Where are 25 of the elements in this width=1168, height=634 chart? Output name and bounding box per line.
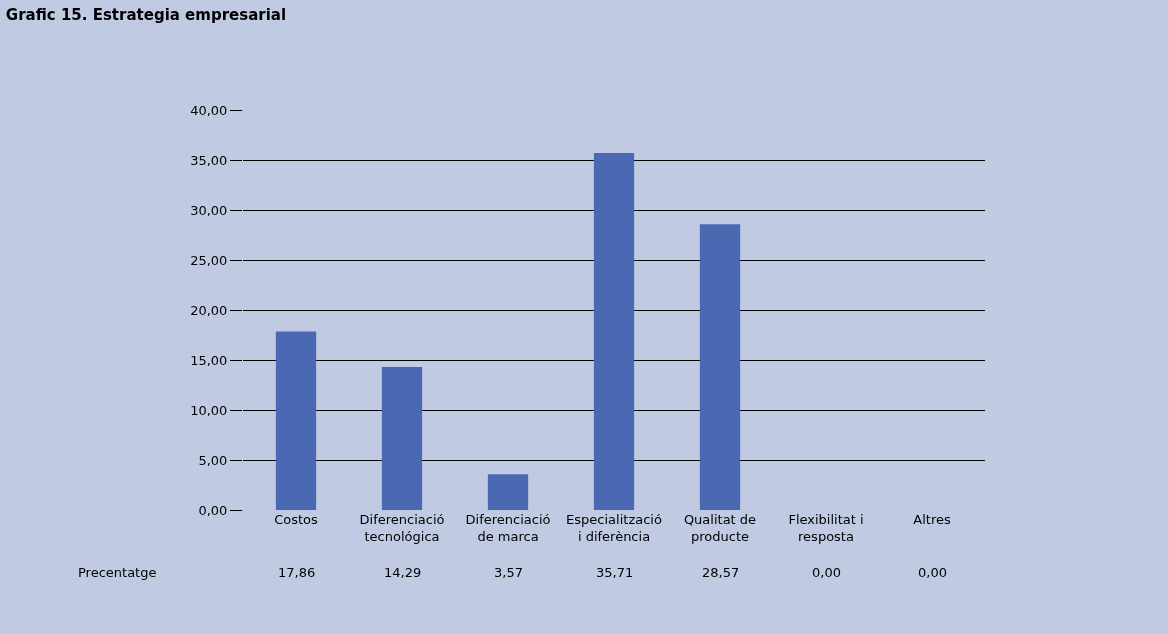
y-tick-label: 0,00 [198, 502, 228, 518]
y-tick-label: 10,00 [190, 402, 228, 418]
y-tick-label: 30,00 [190, 202, 228, 218]
x-tick-label: Especialització i diferència [566, 512, 662, 544]
y-tick-label: 25,00 [190, 252, 228, 268]
data-label: 14,29 [384, 565, 422, 580]
data-label: 35,71 [596, 565, 634, 580]
x-tick-label: Diferenciació de marca [465, 512, 551, 544]
y-tick-label: 35,00 [190, 152, 228, 168]
y-tick-label: 40,00 [190, 102, 228, 118]
data-label: 0,00 [812, 565, 841, 580]
data-label: 3,57 [494, 565, 523, 580]
x-tick-label: Diferenciació tecnológica [359, 512, 445, 544]
x-tick-label: Flexibilitat i resposta [788, 512, 864, 544]
x-tick-label: Costos [274, 512, 319, 527]
x-tick-label: Qualitat de producte [683, 512, 757, 544]
chart-title: Grafic 15. Estrategia empresarial [5, 6, 287, 25]
data-label: 17,86 [278, 565, 316, 580]
y-tick-label: 5,00 [198, 452, 228, 468]
data-label: 0,00 [918, 565, 947, 580]
text: Precentatge [78, 565, 157, 580]
y-tick-label: 15,00 [190, 352, 228, 368]
data-label: 28,57 [702, 565, 740, 580]
y-tick-label: 20,00 [190, 302, 228, 318]
x-tick-label: Altres [913, 512, 951, 527]
